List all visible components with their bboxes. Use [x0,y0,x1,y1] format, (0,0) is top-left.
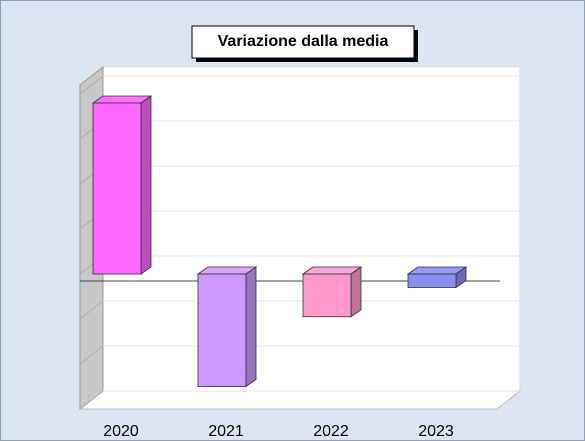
bar-side [245,266,257,388]
back-wall [102,66,521,392]
bar [407,273,457,288]
bar [302,273,352,318]
x-tick-label: 2021 [208,423,244,440]
x-tick-label: 2022 [313,423,349,440]
floor [78,390,522,410]
bar [92,102,142,275]
wall-grid-line [79,345,104,365]
wall-grid-line [79,75,104,95]
bar-side [140,95,152,275]
x-tick-label: 2023 [418,423,454,440]
wall-grid-line [79,300,104,320]
wall-grid-line [79,390,104,410]
bar [197,273,247,387]
x-tick-label: 2020 [103,423,139,440]
bar-side [350,266,362,318]
title-box [191,25,415,59]
chart-title: Variazione dalla media [218,33,389,50]
